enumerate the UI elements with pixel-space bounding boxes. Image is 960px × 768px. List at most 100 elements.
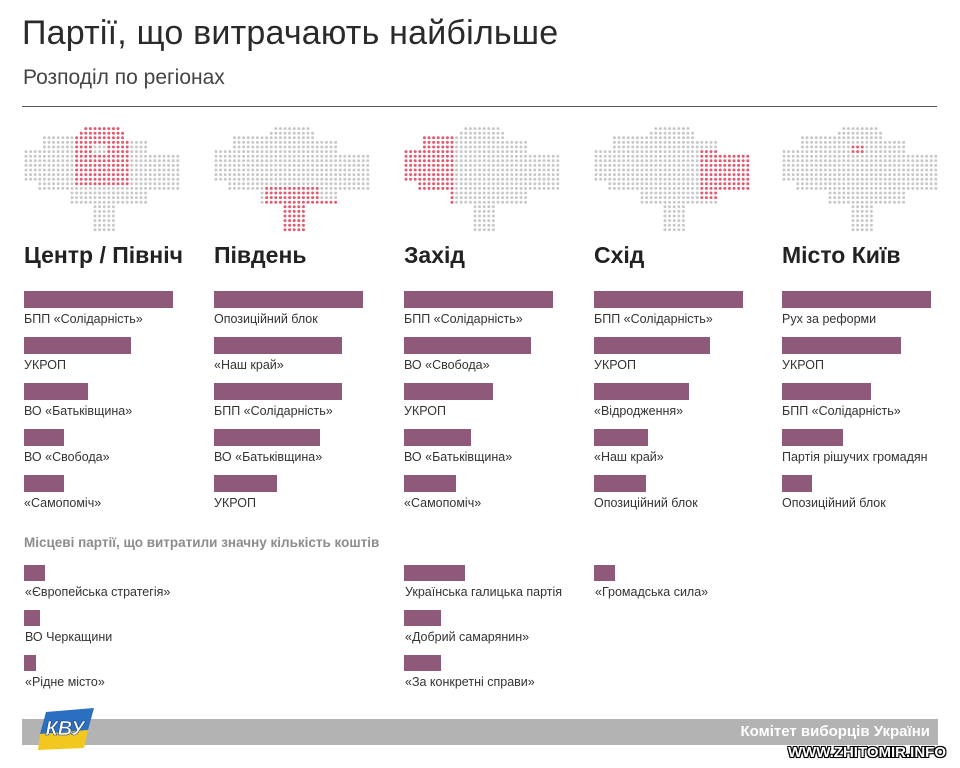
map-dot — [297, 131, 301, 135]
map-dot — [52, 163, 56, 167]
map-dot-highlighted — [427, 182, 431, 186]
map-dot — [42, 159, 46, 163]
map-dot — [677, 205, 681, 209]
map-dot — [232, 163, 236, 167]
map-dot — [672, 186, 676, 190]
map-dot — [79, 191, 83, 195]
map-dot — [906, 154, 910, 158]
map-dot — [42, 145, 46, 149]
map-dot — [343, 168, 347, 172]
map-dot — [672, 228, 676, 232]
map-dot — [246, 182, 250, 186]
map-dot — [366, 173, 370, 177]
map-dot — [810, 163, 814, 167]
map-dot — [93, 200, 97, 204]
map-dot-highlighted — [404, 159, 408, 163]
map-dot — [691, 140, 695, 144]
map-dot-highlighted — [413, 168, 417, 172]
map-dot — [228, 163, 232, 167]
map-dot — [929, 186, 933, 190]
map-dot — [805, 168, 809, 172]
map-dot — [491, 209, 495, 213]
map-dot — [324, 168, 328, 172]
map-dot — [251, 159, 255, 163]
map-dot — [171, 186, 175, 190]
map-dot — [677, 150, 681, 154]
map-dot — [468, 154, 472, 158]
map-dot-highlighted — [116, 131, 120, 135]
map-dot — [649, 177, 653, 181]
map-dot — [622, 182, 626, 186]
map-dot — [519, 150, 523, 154]
map-dot-highlighted — [79, 168, 83, 172]
map-dot — [551, 168, 555, 172]
map-dot — [677, 196, 681, 200]
watermark: WWW.ZHITOMIR.INFO — [787, 744, 946, 761]
map-dot — [860, 214, 864, 218]
map-dot-highlighted — [283, 205, 287, 209]
map-dot — [329, 145, 333, 149]
map-dot — [551, 173, 555, 177]
map-dot — [162, 173, 166, 177]
map-dot — [311, 173, 315, 177]
map-dot-highlighted — [714, 163, 718, 167]
map-dot — [246, 159, 250, 163]
footer-organization: Комітет виборців України — [740, 723, 930, 740]
map-dot — [455, 136, 459, 140]
map-dot — [617, 173, 621, 177]
map-dot — [892, 145, 896, 149]
map-dot — [603, 168, 607, 172]
map-dot — [833, 163, 837, 167]
map-dot — [869, 223, 873, 227]
map-dot — [329, 191, 333, 195]
map-dot — [29, 177, 33, 181]
map-dot — [347, 154, 351, 158]
map-dot — [920, 159, 924, 163]
map-dot-highlighted — [274, 186, 278, 190]
map-dot — [283, 182, 287, 186]
map-dot — [869, 209, 873, 213]
map-dot — [482, 196, 486, 200]
map-dot — [911, 182, 915, 186]
map-dot — [672, 219, 676, 223]
map-dot — [459, 154, 463, 158]
map-dot — [823, 136, 827, 140]
map-dot — [851, 131, 855, 135]
map-dot — [473, 173, 477, 177]
map-dot-highlighted — [714, 191, 718, 195]
map-dot — [334, 163, 338, 167]
map-dot — [47, 186, 51, 190]
map-dot — [320, 191, 324, 195]
map-dot — [130, 186, 134, 190]
map-dot — [837, 154, 841, 158]
map-dot — [464, 140, 468, 144]
map-dot — [796, 173, 800, 177]
map-dot-highlighted — [727, 186, 731, 190]
map-dot — [111, 219, 115, 223]
map-dot — [869, 214, 873, 218]
map-dot — [677, 173, 681, 177]
map-dot — [324, 186, 328, 190]
map-dot — [691, 200, 695, 204]
map-dot — [455, 182, 459, 186]
map-dot — [88, 196, 92, 200]
map-dot — [237, 186, 241, 190]
map-dot — [828, 173, 832, 177]
map-dot — [672, 177, 676, 181]
map-dot — [842, 163, 846, 167]
map-dot — [519, 173, 523, 177]
map-dot — [505, 191, 509, 195]
map-dot — [556, 173, 560, 177]
map-dot — [626, 136, 630, 140]
kvu-logo: КВУ — [38, 708, 96, 755]
map-dot — [88, 191, 92, 195]
map-dot — [823, 140, 827, 144]
map-dot-highlighted — [445, 154, 449, 158]
map-dot — [148, 163, 152, 167]
map-dot — [897, 191, 901, 195]
map-dot-highlighted — [297, 214, 301, 218]
map-dot-highlighted — [75, 140, 79, 144]
map-dot — [681, 228, 685, 232]
map-dot — [56, 159, 60, 163]
map-dot — [61, 177, 65, 181]
